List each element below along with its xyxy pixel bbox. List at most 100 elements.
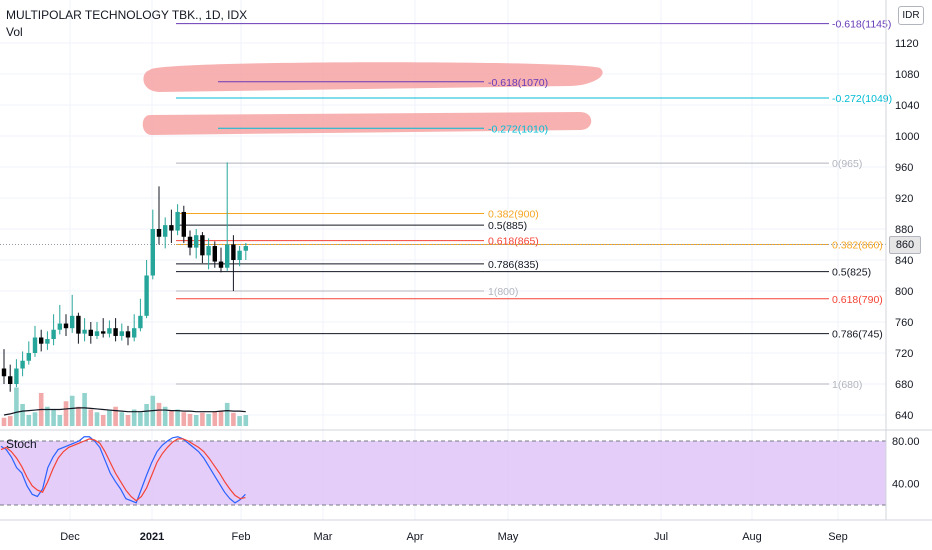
candle-body: [175, 211, 180, 231]
time-tick-label: Mar: [314, 531, 333, 543]
volume-bar: [156, 402, 162, 426]
volume-bar: [125, 415, 131, 426]
candle-body: [119, 331, 124, 336]
volume-bar: [20, 404, 25, 426]
volume-bar: [206, 413, 211, 426]
volume-bar: [14, 387, 19, 426]
volume-bar: [169, 410, 174, 426]
time-tick-label: 2021: [140, 531, 164, 543]
fib-level-label: 0(965): [832, 158, 862, 170]
highlight-marks: [142, 62, 603, 135]
candle-body: [88, 329, 93, 336]
fib-level-label: -0.272(1049): [832, 93, 892, 105]
candle-body: [181, 211, 186, 237]
volume-bars: [1, 387, 249, 426]
candle-body: [20, 360, 25, 369]
volume-ma-line: [3, 407, 246, 416]
volume-bar: [193, 415, 199, 426]
volume-bar: [119, 412, 125, 426]
candle-body: [243, 246, 248, 251]
price-tick-label: 800: [895, 286, 913, 298]
fib-level-label: 0.618(865): [488, 236, 539, 248]
candle-body: [1, 368, 7, 377]
volume-bar: [200, 412, 205, 426]
stochastic-panel: [0, 429, 932, 506]
candle-body: [163, 225, 168, 237]
time-tick-label: Dec: [60, 531, 80, 543]
fib-level-label: 0.5(885): [488, 220, 527, 232]
volume-bar: [94, 412, 100, 426]
volume-bar: [212, 411, 218, 426]
price-tick-label: 1000: [895, 131, 919, 143]
candle-body: [76, 315, 81, 334]
stoch-line-1: [0, 436, 246, 504]
candle-body: [206, 246, 211, 256]
stoch-band: [0, 441, 886, 505]
candle-body: [218, 261, 224, 268]
candle-body: [32, 337, 38, 353]
chart-title: MULTIPOLAR TECHNOLOGY TBK., 1D, IDX: [6, 8, 248, 22]
stoch-tick-label: 40.00: [892, 479, 920, 491]
volume-bar: [88, 409, 94, 426]
volume-bar: [131, 409, 137, 426]
price-tick-label: 1040: [895, 100, 919, 112]
volume-bar: [113, 406, 118, 426]
stoch-line-2: [0, 438, 246, 502]
candle-body: [212, 246, 217, 262]
fib-level-label: 0.382(900): [488, 209, 539, 221]
volume-bar: [7, 416, 13, 426]
candle-body: [132, 328, 137, 338]
highlight-mark-2: [142, 112, 592, 135]
price-tick-label: 880: [895, 224, 913, 236]
candle-body: [51, 329, 56, 340]
candle-body: [70, 315, 75, 329]
candle-body: [150, 229, 155, 276]
volume-bar: [69, 395, 75, 426]
candle-body: [194, 235, 199, 248]
volume-bar: [45, 406, 50, 426]
candle-body: [187, 236, 193, 248]
fib-level-label: 0.5(825): [832, 267, 871, 279]
candle-body: [101, 331, 106, 334]
price-tick-label: 680: [895, 379, 913, 391]
volume-bar: [26, 415, 32, 426]
fib-level-label: -0.618(1070): [488, 77, 548, 89]
volume-bar: [57, 415, 63, 426]
volume-bar: [243, 415, 249, 426]
time-tick-label: Jul: [654, 531, 668, 543]
price-tick-label: 920: [895, 193, 913, 205]
candle-body: [113, 328, 118, 336]
candle-body: [138, 315, 143, 329]
volume-bar: [181, 412, 187, 426]
price-tick-label: 760: [895, 317, 913, 329]
candle-body: [237, 250, 242, 260]
volume-bar: [63, 401, 69, 426]
volume-bar: [100, 415, 106, 426]
volume-bar: [138, 412, 143, 426]
time-tick-label: May: [498, 531, 519, 543]
volume-bar: [144, 404, 149, 426]
highlight-mark-1: [143, 62, 603, 92]
candle-body: [8, 376, 13, 384]
currency-button[interactable]: IDR: [898, 6, 924, 25]
stoch-label: Stoch: [6, 437, 37, 451]
volume-bar: [175, 409, 180, 426]
price-tick-label: 640: [895, 410, 913, 422]
candle-body: [94, 331, 100, 336]
candle-body: [169, 225, 174, 231]
volume-bar: [82, 393, 87, 426]
volume-bar: [187, 413, 193, 426]
fib-level-label: -0.272(1010): [488, 123, 548, 135]
candle-body: [57, 323, 62, 330]
time-tick-label: Feb: [232, 531, 251, 543]
candle-body: [26, 353, 31, 361]
candle-body: [231, 244, 236, 260]
volume-bar: [76, 406, 81, 426]
volume-bar: [224, 402, 230, 426]
volume-label: Vol: [6, 25, 23, 39]
time-tick-label: Aug: [742, 531, 762, 543]
volume-bar: [231, 412, 236, 426]
candle-body: [39, 337, 44, 344]
candle-body: [225, 244, 230, 268]
